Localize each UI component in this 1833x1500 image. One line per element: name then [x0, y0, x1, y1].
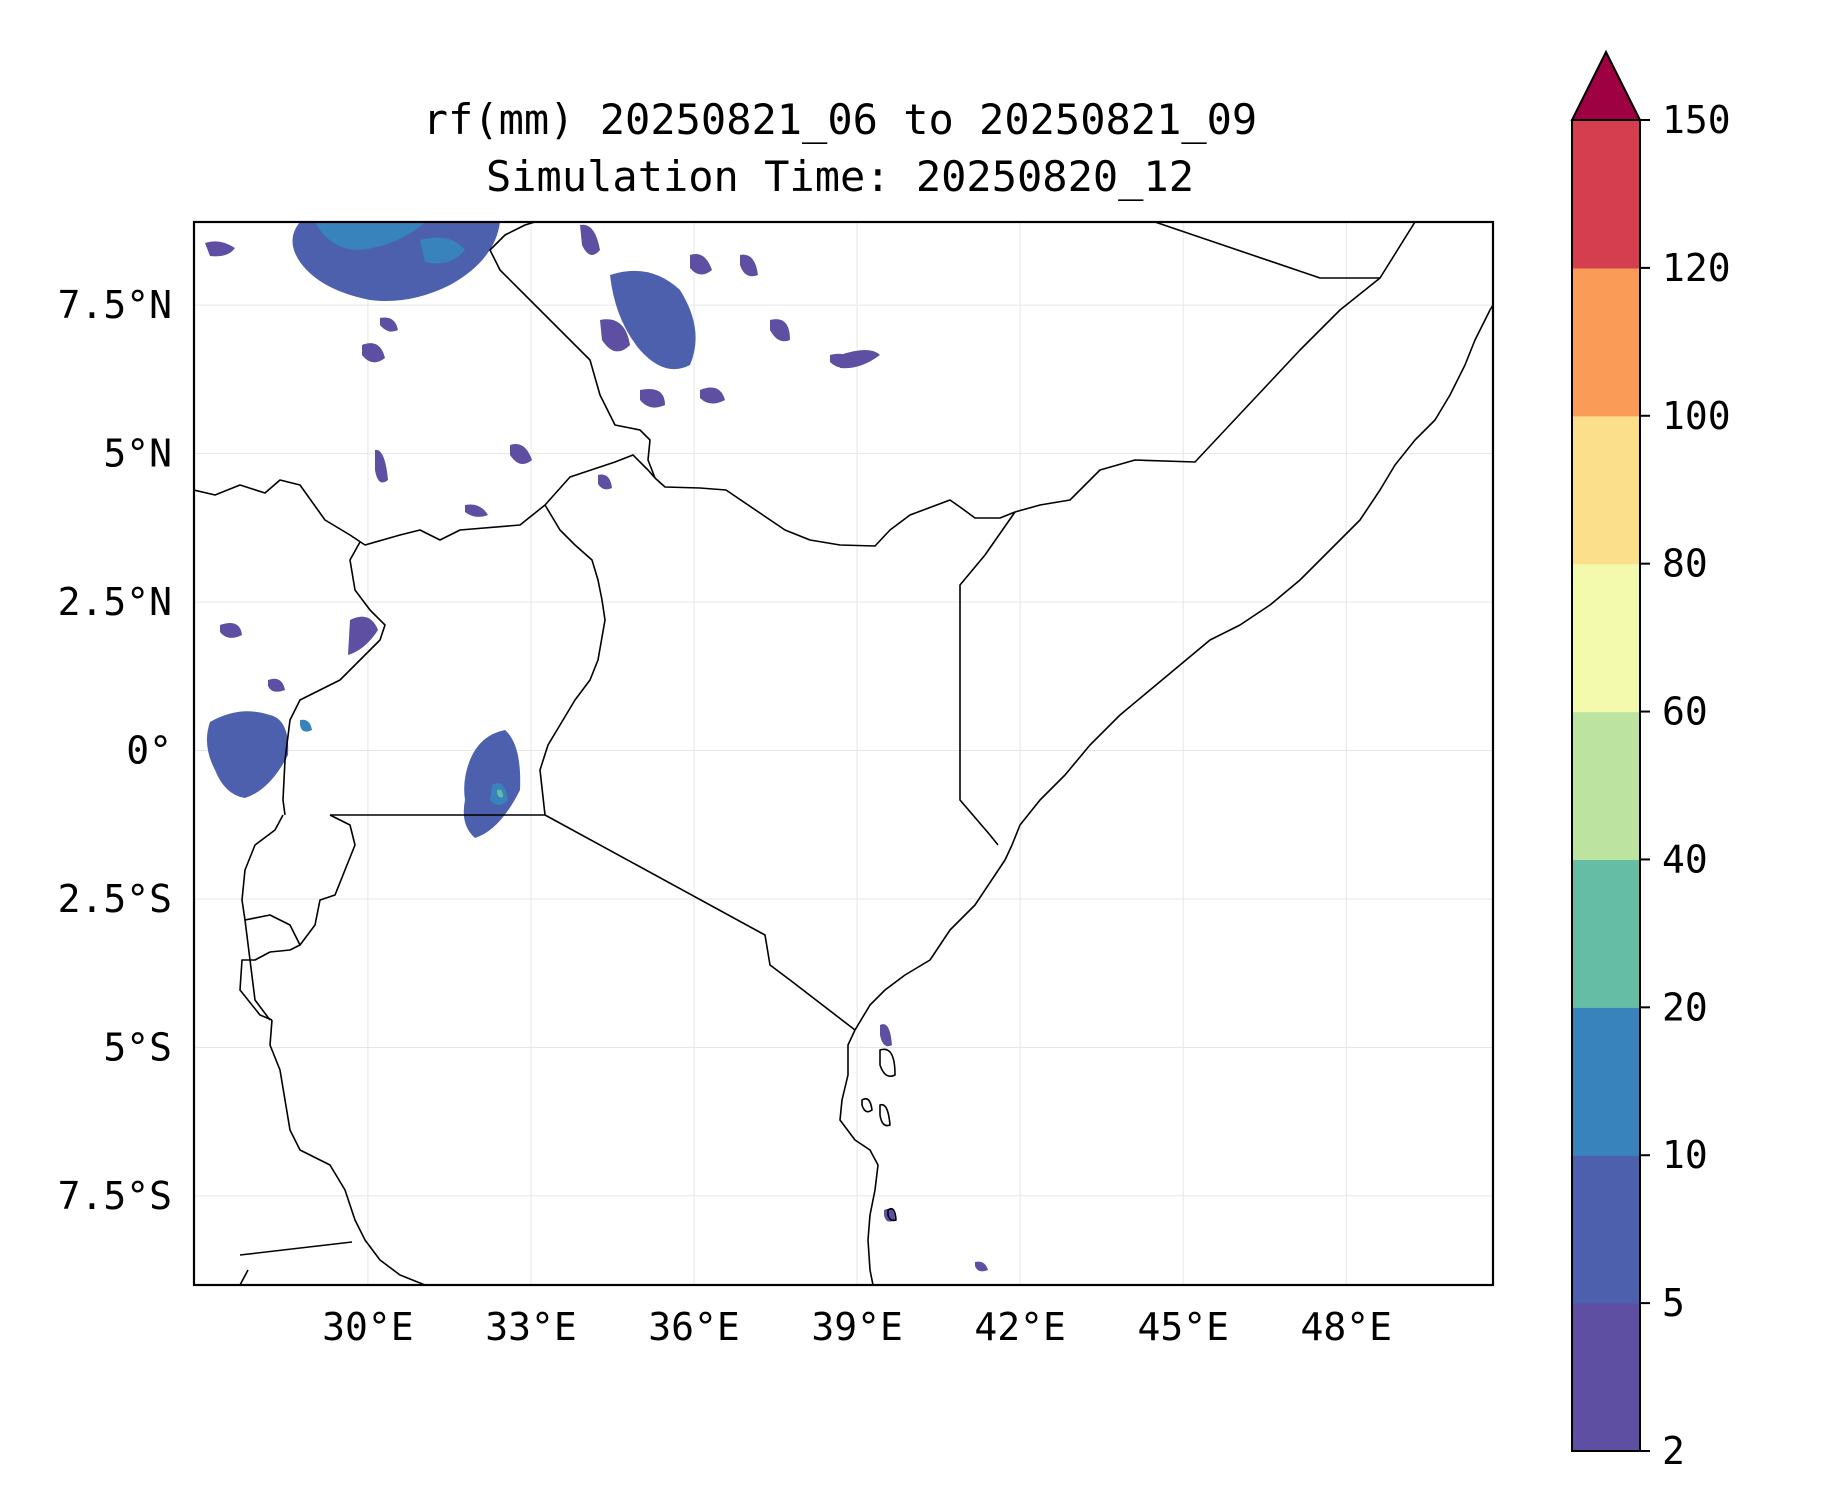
lon-tick-label: 48°E	[1300, 1305, 1392, 1349]
rainfall-patch	[465, 504, 488, 517]
colorbar-tick-label: 80	[1662, 542, 1708, 586]
colorbar-segment	[1572, 120, 1640, 269]
lat-tick-label: 0°	[126, 729, 172, 773]
colorbar-tick-label: 40	[1662, 837, 1708, 881]
lon-tick-label: 42°E	[974, 1305, 1066, 1349]
rainfall-patch	[315, 222, 425, 250]
lon-tick-label: 30°E	[322, 1305, 414, 1349]
longitude-tick-labels: 30°E 33°E 36°E 39°E 42°E 45°E 48°E	[322, 1305, 1392, 1349]
rainfall-patch	[348, 616, 378, 655]
rainfall-patch	[510, 444, 532, 464]
colorbar-frame	[1571, 119, 1641, 1452]
rainfall-patch	[380, 317, 398, 332]
rainfall-patch	[300, 719, 312, 732]
lat-tick-label: 5°N	[103, 432, 172, 476]
colorbar-tick-label: 5	[1662, 1281, 1685, 1325]
map-subtitle: Simulation Time: 20250820_12	[486, 152, 1194, 201]
colorbar-segment	[1572, 267, 1640, 417]
lat-tick-label: 7.5°N	[58, 283, 172, 327]
colorbar-tick-label: 120	[1662, 246, 1731, 290]
colorbar-tick-label: 2	[1662, 1429, 1685, 1473]
rainfall-patch	[740, 254, 758, 277]
colorbar-segment	[1572, 563, 1640, 713]
rainfall-patch	[640, 389, 665, 408]
map-title: rf(mm) 20250821_06 to 20250821_09	[423, 95, 1257, 144]
colorbar-tick-label: 10	[1662, 1133, 1708, 1177]
colorbar-tick-label: 100	[1662, 394, 1731, 438]
colorbar-segment	[1572, 415, 1640, 565]
map-frame	[192, 220, 1495, 1287]
colorbar-segment	[1572, 1007, 1640, 1156]
rainfall-patch	[880, 1024, 892, 1047]
lon-tick-label: 36°E	[648, 1305, 740, 1349]
rainfall-patch	[840, 350, 880, 369]
lon-tick-label: 33°E	[485, 1305, 577, 1349]
colorbar-tick-label: 150	[1662, 98, 1731, 142]
rainfall-patch	[206, 711, 289, 798]
rainfall-patch	[580, 224, 600, 255]
rainfall-patch	[700, 387, 725, 404]
lon-tick-label: 45°E	[1137, 1305, 1229, 1349]
colorbar-segment	[1572, 1303, 1640, 1452]
lat-tick-label: 7.5°S	[58, 1174, 172, 1218]
rainfall-patch	[600, 319, 630, 352]
rainfall-patch	[497, 789, 503, 798]
rainfall-patch	[205, 241, 235, 257]
colorbar-tick-label: 20	[1662, 985, 1708, 1029]
colorbar: 2 5 10 20 40 60 80 100 120 150	[1570, 49, 1731, 1473]
lat-tick-label: 5°S	[103, 1025, 172, 1069]
colorbar-segment	[1572, 1155, 1640, 1304]
rainfall-patch	[463, 730, 521, 838]
lat-tick-label: 2.5°S	[58, 877, 172, 921]
rainfall-patch	[220, 622, 242, 638]
colorbar-segment	[1572, 859, 1640, 1008]
latitude-tick-labels: 7.5°N 5°N 2.5°N 0° 2.5°S 5°S 7.5°S	[58, 283, 172, 1218]
rainfall-patch	[375, 449, 388, 483]
colorbar-segment	[1572, 711, 1640, 861]
rainfall-patch	[975, 1261, 988, 1272]
rainfall-patch	[690, 254, 712, 275]
rainfall-patch	[268, 678, 285, 692]
country-borders	[194, 222, 1493, 1285]
lon-tick-label: 39°E	[811, 1305, 903, 1349]
rainfall-field	[205, 222, 988, 1272]
rainfall-patch	[362, 343, 385, 363]
rainfall-patch	[884, 1208, 895, 1222]
rainfall-patch	[598, 474, 612, 490]
rainfall-patch	[420, 237, 465, 264]
rainfall-patch	[610, 270, 696, 370]
map-gridlines	[194, 222, 1493, 1285]
rainfall-patch	[770, 319, 790, 342]
colorbar-extend-triangle	[1570, 49, 1642, 121]
lat-tick-label: 2.5°N	[58, 580, 172, 624]
colorbar-tick-label: 60	[1662, 690, 1708, 734]
